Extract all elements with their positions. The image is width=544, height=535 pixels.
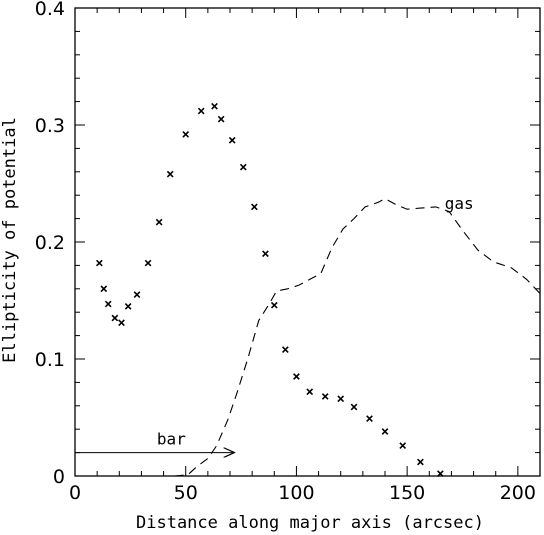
data-point xyxy=(211,102,218,110)
y-tick-label: 0.2 xyxy=(35,232,65,254)
data-point xyxy=(104,300,112,308)
gas-series-line xyxy=(174,198,541,477)
x-tick-label: 150 xyxy=(389,482,425,504)
y-tick-label: 0.3 xyxy=(35,115,65,137)
data-point xyxy=(228,136,236,144)
data-point xyxy=(436,470,444,478)
data-point xyxy=(281,346,289,354)
data-point xyxy=(293,373,300,380)
y-tick-label: 0.1 xyxy=(35,349,65,371)
data-point xyxy=(95,259,103,267)
data-point xyxy=(321,393,329,400)
data-point xyxy=(118,319,125,327)
data-point xyxy=(270,301,278,309)
axis-ticks xyxy=(74,7,541,477)
data-point xyxy=(155,218,163,226)
y-axis-label: Ellipticity of potential xyxy=(0,117,20,363)
data-point xyxy=(100,285,108,293)
data-point xyxy=(417,458,424,466)
data-point xyxy=(250,203,258,211)
data-point xyxy=(366,415,373,423)
y-tick-label: 0.4 xyxy=(35,0,65,20)
data-point xyxy=(217,115,225,123)
data-point xyxy=(182,130,190,138)
data-point xyxy=(337,395,345,403)
annotation-layer: gas bar xyxy=(75,194,474,452)
data-point xyxy=(124,302,132,310)
data-point xyxy=(111,314,119,322)
plot-frame xyxy=(74,7,541,477)
x-tick-label: 200 xyxy=(500,482,536,504)
data-point xyxy=(381,428,389,435)
series-layer xyxy=(95,102,541,478)
data-point xyxy=(262,250,269,258)
x-tick-label: 100 xyxy=(278,482,314,504)
annotation-gas: gas xyxy=(445,194,474,213)
x-axis-label: Distance along major axis (arcsec) xyxy=(136,513,484,533)
x-tick-label: 0 xyxy=(69,482,81,504)
data-point xyxy=(133,291,141,299)
data-point xyxy=(350,403,358,411)
tick-labels: 0 50 100 150 200 0 0.1 0.2 0.3 0.4 xyxy=(35,0,536,504)
data-point xyxy=(144,259,152,267)
x-tick-label: 50 xyxy=(174,482,198,504)
data-point xyxy=(197,107,205,115)
data-point xyxy=(306,388,314,396)
annotation-bar: bar xyxy=(157,429,186,448)
y-tick-label: 0 xyxy=(53,466,65,488)
data-point xyxy=(166,170,174,178)
data-point xyxy=(399,442,407,449)
data-point xyxy=(239,163,247,171)
